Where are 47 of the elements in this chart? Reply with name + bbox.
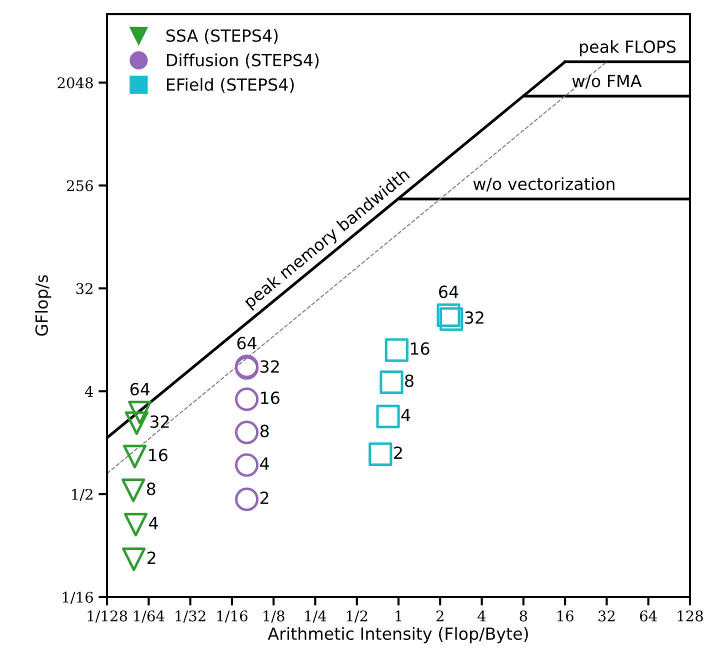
x-tick-label: 1/8 (264, 610, 284, 623)
y-tick-label: 4 (85, 386, 94, 397)
x-tick-label: 128 (678, 610, 703, 622)
annotation: 64 (439, 285, 458, 298)
y-axis-title: GFlop/s (35, 275, 52, 336)
x-tick-label: 2 (436, 610, 444, 622)
x-tick-label: 1/32 (176, 610, 206, 623)
y-tick-label: 1/2 (72, 488, 92, 502)
y-tick-label: 256 (66, 180, 93, 192)
x-tick-label: 4 (478, 610, 486, 622)
legend-label: EField (STEPS4) (167, 78, 294, 93)
annotation: 2 (394, 446, 402, 459)
x-tick-label: 32 (598, 610, 615, 622)
annotation: 16 (261, 392, 280, 404)
annotation: 16 (411, 342, 430, 355)
annotation: 8 (260, 424, 269, 438)
series-label: peak FLOPS (580, 40, 676, 56)
annotation: 4 (401, 408, 410, 422)
annotation: 64 (130, 382, 150, 396)
annotation: 4 (260, 457, 269, 470)
x-tick-label: 64 (640, 610, 657, 622)
y-tick-label: 32 (76, 283, 92, 294)
x-tick-label: 1/4 (305, 610, 326, 623)
x-tick-label: 1/64 (134, 610, 164, 623)
legend-label: Diffusion (STEPS4) (167, 53, 319, 68)
annotation: 32 (150, 415, 169, 428)
annotation: 32 (465, 311, 484, 324)
x-tick-label: 1/16 (217, 610, 248, 623)
annotation: 2 (148, 551, 156, 564)
annotation: 8 (146, 482, 156, 496)
y-tick-label: 2048 (58, 77, 93, 88)
x-tick-label: 1 (396, 610, 402, 622)
x-axis-title: Arithmetic Intensity (Flop/Byte) (268, 627, 528, 644)
annotation: 2 (260, 492, 268, 504)
x-tick-label: 8 (520, 610, 528, 622)
x-tick-label: 16 (558, 610, 574, 622)
series-label: w/o vectorization (473, 177, 614, 192)
x-tick-label: 1/128 (88, 610, 128, 623)
series-label: w/o FMA (572, 74, 642, 89)
annotation: 8 (405, 374, 414, 388)
annotation: 4 (149, 517, 158, 530)
annotation: 16 (149, 448, 168, 462)
annotation: 32 (260, 360, 279, 373)
legend-label: SSA (STEPS4) (166, 29, 278, 44)
annotation: 64 (237, 336, 256, 350)
x-tick-label: 1/2 (346, 610, 368, 623)
y-tick-label: 1/16 (62, 592, 93, 604)
